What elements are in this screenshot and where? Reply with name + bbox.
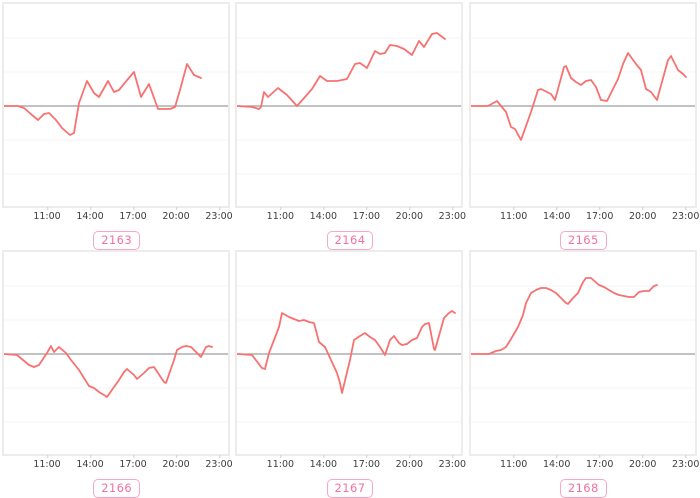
x-tick-label: 17:00 bbox=[352, 455, 381, 470]
gridlines bbox=[4, 285, 228, 423]
data-line bbox=[237, 32, 447, 110]
chart-area bbox=[2, 2, 230, 208]
x-axis: 11:00 14:00 17:00 20:00 23:00 bbox=[235, 455, 466, 471]
x-tick-label: 17:00 bbox=[585, 207, 614, 222]
x-tick-label: 23:00 bbox=[438, 207, 467, 222]
x-tick-label: 14:00 bbox=[76, 455, 104, 470]
data-line bbox=[470, 52, 687, 141]
chart-cell: 11:00 14:00 17:00 20:00 23:00 2166 bbox=[0, 248, 233, 498]
x-axis: 11:00 14:00 17:00 20:00 23:00 bbox=[469, 455, 699, 471]
x-tick-label: 14:00 bbox=[542, 207, 571, 222]
x-tick-label: 11:00 bbox=[266, 207, 295, 222]
x-tick-label: 11:00 bbox=[266, 455, 295, 470]
x-axis: 11:00 14:00 17:00 20:00 23:00 bbox=[235, 207, 466, 223]
x-tick-label: 11:00 bbox=[499, 207, 528, 222]
chart-id-badge[interactable]: 2163 bbox=[93, 231, 141, 250]
gridlines bbox=[237, 37, 462, 175]
badge-row: 2164 bbox=[233, 229, 466, 250]
x-tick-label: 20:00 bbox=[629, 455, 657, 470]
data-line bbox=[4, 345, 213, 398]
chart-area bbox=[468, 2, 697, 208]
x-tick-label: 20:00 bbox=[162, 455, 190, 470]
chart-id-badge[interactable]: 2165 bbox=[559, 231, 607, 250]
x-tick-label: 14:00 bbox=[76, 207, 104, 222]
gridlines bbox=[470, 285, 695, 423]
x-tick-label: 17:00 bbox=[585, 455, 614, 470]
chart-cell: 11:00 14:00 17:00 20:00 23:00 2165 bbox=[467, 0, 700, 250]
badge-row: 2167 bbox=[233, 477, 466, 498]
chart-id-badge[interactable]: 2164 bbox=[326, 231, 374, 250]
sparkline-chart bbox=[4, 285, 228, 423]
chart-id-badge[interactable]: 2167 bbox=[326, 479, 374, 498]
x-axis: 11:00 14:00 17:00 20:00 23:00 bbox=[2, 455, 233, 471]
x-tick-label: 20:00 bbox=[162, 207, 190, 222]
data-line bbox=[470, 277, 658, 355]
x-tick-label: 17:00 bbox=[352, 207, 381, 222]
badge-row: 2168 bbox=[467, 477, 700, 498]
x-tick-label: 23:00 bbox=[672, 207, 700, 222]
x-axis: 11:00 14:00 17:00 20:00 23:00 bbox=[2, 207, 233, 223]
x-tick-label: 23:00 bbox=[205, 207, 233, 222]
chart-area bbox=[2, 250, 230, 456]
chart-id-badge[interactable]: 2166 bbox=[93, 479, 141, 498]
sparkline-chart bbox=[237, 285, 462, 423]
x-tick-label: 14:00 bbox=[309, 207, 338, 222]
chart-cell: 11:00 14:00 17:00 20:00 23:00 2168 bbox=[467, 248, 700, 498]
badge-row: 2163 bbox=[0, 229, 233, 250]
gridlines bbox=[470, 37, 695, 175]
sparkline-chart bbox=[237, 32, 462, 175]
x-tick-label: 23:00 bbox=[205, 455, 233, 470]
x-tick-label: 20:00 bbox=[395, 207, 424, 222]
x-tick-label: 23:00 bbox=[438, 455, 467, 470]
x-tick-label: 17:00 bbox=[119, 455, 147, 470]
badge-row: 2165 bbox=[467, 229, 700, 250]
x-tick-label: 14:00 bbox=[309, 455, 338, 470]
badge-row: 2166 bbox=[0, 477, 233, 498]
chart-area bbox=[235, 2, 464, 208]
x-tick-label: 11:00 bbox=[499, 455, 528, 470]
x-tick-label: 14:00 bbox=[542, 455, 571, 470]
x-tick-label: 20:00 bbox=[629, 207, 657, 222]
chart-area bbox=[468, 250, 697, 456]
x-tick-label: 20:00 bbox=[395, 455, 424, 470]
chart-cell: 11:00 14:00 17:00 20:00 23:00 2163 bbox=[0, 0, 233, 250]
sparkline-chart bbox=[470, 37, 695, 175]
chart-cell: 11:00 14:00 17:00 20:00 23:00 2164 bbox=[233, 0, 466, 250]
x-tick-label: 23:00 bbox=[672, 455, 700, 470]
sparkline-chart bbox=[470, 277, 695, 423]
chart-id-badge[interactable]: 2168 bbox=[559, 479, 607, 498]
data-line bbox=[4, 63, 202, 136]
chart-area bbox=[235, 250, 464, 456]
chart-cell: 11:00 14:00 17:00 20:00 23:00 2167 bbox=[233, 248, 466, 498]
data-line bbox=[237, 310, 457, 394]
x-tick-label: 11:00 bbox=[33, 207, 61, 222]
sparkline-chart bbox=[4, 37, 228, 175]
x-tick-label: 11:00 bbox=[33, 455, 61, 470]
x-tick-label: 17:00 bbox=[119, 207, 147, 222]
gridlines bbox=[4, 37, 228, 175]
gridlines bbox=[237, 285, 462, 423]
x-axis: 11:00 14:00 17:00 20:00 23:00 bbox=[469, 207, 699, 223]
